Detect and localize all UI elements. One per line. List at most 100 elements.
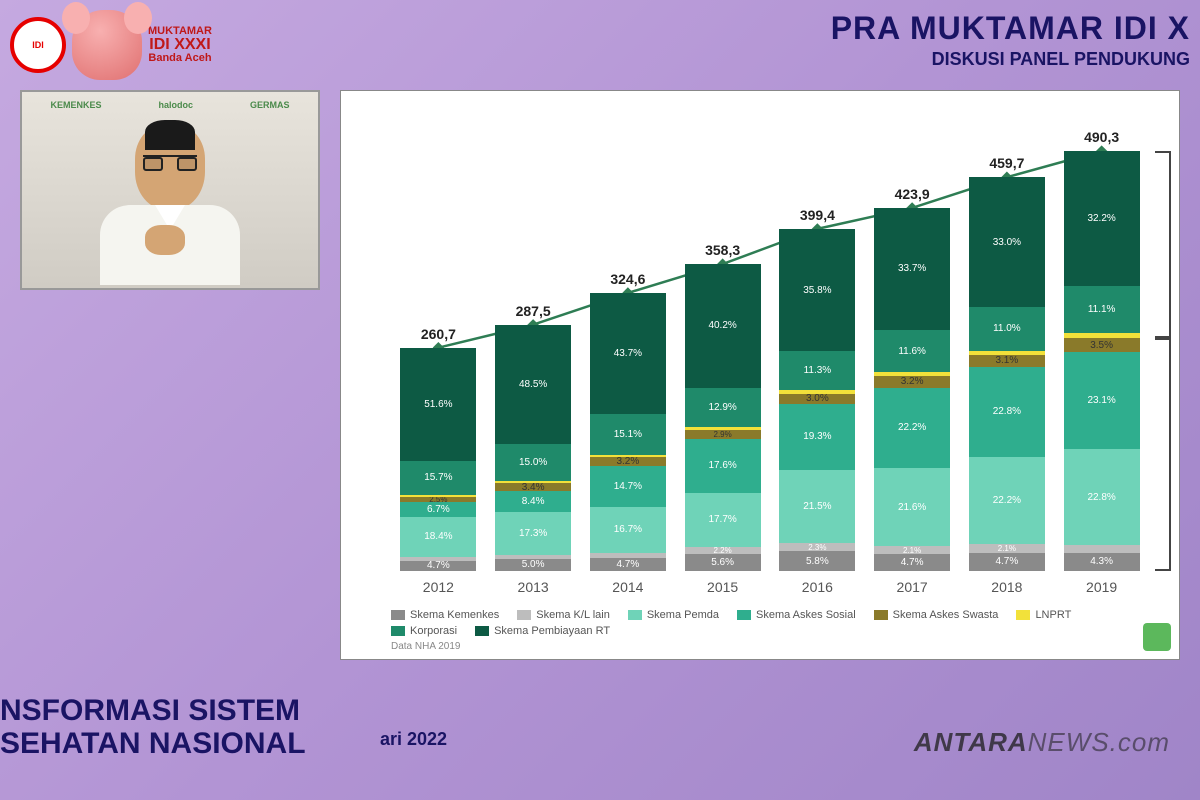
seg-askes_sosial: 14.7% bbox=[590, 466, 666, 507]
wm-suffix: .com bbox=[1110, 727, 1170, 757]
legend-item-askes_sosial: Skema Askes Sosial bbox=[737, 609, 856, 621]
seg-pemda: 16.7% bbox=[590, 507, 666, 553]
seg-askes_sosial: 17.6% bbox=[685, 439, 761, 493]
speaker-bg-logos: KEMENKES halodoc GERMAS bbox=[22, 100, 318, 110]
source-note: Data NHA 2019 bbox=[391, 641, 1149, 652]
seg-kemenkes: 4.7% bbox=[969, 553, 1045, 572]
seg-pemda: 18.4% bbox=[400, 517, 476, 557]
seg-askes_swasta: 3.2% bbox=[590, 457, 666, 466]
seg-kl_lain bbox=[1064, 545, 1140, 553]
seg-korporasi: 12.9% bbox=[685, 388, 761, 428]
seg-askes_sosial: 22.2% bbox=[874, 388, 950, 468]
seg-askes_swasta: 3.2% bbox=[874, 376, 950, 388]
logo-strip: IDI MUKTAMAR IDI XXXI Banda Aceh bbox=[10, 10, 212, 80]
seg-lnprt bbox=[779, 390, 855, 394]
seg-kemenkes: 4.7% bbox=[590, 558, 666, 571]
seg-askes_sosial: 6.7% bbox=[400, 502, 476, 517]
seg-pemda: 21.5% bbox=[779, 470, 855, 544]
glasses-icon bbox=[143, 155, 197, 169]
legend-item-lnprt: LNPRT bbox=[1016, 609, 1071, 621]
seg-korporasi: 15.0% bbox=[495, 444, 571, 481]
wm-a: ANTARA bbox=[914, 727, 1028, 757]
swatch-icon bbox=[628, 610, 642, 620]
seg-kl_lain: 2.3% bbox=[779, 543, 855, 551]
bar-2018: 459,74.7%2.1%22.2%22.8%3.1%11.0%33.0% bbox=[969, 177, 1045, 571]
swatch-icon bbox=[737, 610, 751, 620]
seg-kl_lain: 2.2% bbox=[685, 547, 761, 554]
seg-askes_swasta: 3.4% bbox=[495, 483, 571, 491]
bar-stack: 5.0% 17.3%8.4%3.4% 15.0%48.5% bbox=[495, 325, 571, 571]
bar-total-label: 287,5 bbox=[516, 303, 551, 319]
chart-plot-area: 260,74.7%18.4%6.7%2.5%15.7%51.6% 287,5 5.0… bbox=[391, 111, 1149, 571]
legend-label: Skema Pemda bbox=[647, 609, 719, 621]
bar-total-label: 260,7 bbox=[421, 326, 456, 342]
bg-logo-2: halodoc bbox=[158, 100, 193, 110]
legend-label: Skema Askes Swasta bbox=[893, 609, 999, 621]
bar-2014: 324,64.7%16.7%14.7%3.2%15.1%43.7% bbox=[590, 293, 666, 571]
seg-lnprt bbox=[874, 372, 950, 376]
seg-kemenkes: 5.0% bbox=[495, 559, 571, 571]
seg-lnprt bbox=[495, 481, 571, 483]
bar-stack: 5.8%2.3%21.5%19.3%3.0%11.3%35.8% bbox=[779, 229, 855, 571]
seg-pemda: 22.8% bbox=[1064, 449, 1140, 545]
seg-kl_lain: 2.1% bbox=[874, 546, 950, 554]
seg-pembiayaan_rt: 40.2% bbox=[685, 264, 761, 387]
bar-2012: 260,74.7%18.4%6.7%2.5%15.7%51.6% bbox=[400, 348, 476, 571]
bar-2016: 399,45.8%2.3%21.5%19.3%3.0%11.3%35.8% bbox=[779, 229, 855, 571]
elephant-mascot-icon bbox=[72, 10, 142, 80]
seg-korporasi: 11.6% bbox=[874, 330, 950, 372]
hand bbox=[145, 225, 185, 255]
seg-lnprt bbox=[969, 351, 1045, 355]
x-tick: 2012 bbox=[400, 579, 476, 595]
swatch-icon bbox=[391, 610, 405, 620]
presentation-title-l2: SEHATAN NASIONAL bbox=[0, 727, 306, 760]
presentation-title: NSFORMASI SISTEM SEHATAN NASIONAL bbox=[0, 694, 306, 760]
bar-stack: 4.7% 16.7%14.7%3.2%15.1%43.7% bbox=[590, 293, 666, 571]
video-frame: PRA MUKTAMAR IDI X DISKUSI PANEL PENDUKU… bbox=[0, 0, 1200, 800]
seg-korporasi: 15.1% bbox=[590, 414, 666, 456]
seg-pemda: 17.3% bbox=[495, 512, 571, 555]
head bbox=[135, 125, 205, 210]
bar-2015: 358,35.6%2.2%17.7%17.6%2.9%12.9%40.2% bbox=[685, 264, 761, 571]
badge-mid: IDI XXXI bbox=[148, 37, 212, 53]
bar-2013: 287,55.0%17.3%8.4%3.4%15.0%48.5% bbox=[495, 325, 571, 571]
swatch-icon bbox=[475, 626, 489, 636]
legend-label: Skema Kemenkes bbox=[410, 609, 499, 621]
chart-panel: 260,74.7%18.4%6.7%2.5%15.7%51.6% 287,5 5.0… bbox=[340, 90, 1180, 660]
seg-askes_swasta: 3.1% bbox=[969, 355, 1045, 367]
bar-stack: 4.3%22.8%23.1%3.5%11.1%32.2% bbox=[1064, 151, 1140, 571]
bar-total-label: 490,3 bbox=[1084, 129, 1119, 145]
bar-2019: 490,34.3%22.8%23.1%3.5%11.1%32.2% bbox=[1064, 151, 1140, 571]
bar-stack: 4.7%2.1%21.6%22.2%3.2%11.6%33.7% bbox=[874, 208, 950, 571]
swatch-icon bbox=[391, 626, 405, 636]
bg-logo-3: GERMAS bbox=[250, 100, 290, 110]
seg-kl_lain: 2.1% bbox=[969, 544, 1045, 552]
seg-pembiayaan_rt: 33.7% bbox=[874, 208, 950, 330]
seg-pembiayaan_rt: 48.5% bbox=[495, 325, 571, 444]
badge-sub: Banda Aceh bbox=[148, 53, 212, 64]
seg-askes_swasta: 2.5% bbox=[400, 497, 476, 503]
seg-askes_swasta: 3.0% bbox=[779, 394, 855, 404]
speaker-figure bbox=[100, 125, 240, 285]
legend-label: Korporasi bbox=[410, 625, 457, 637]
seg-pembiayaan_rt: 43.7% bbox=[590, 293, 666, 414]
seg-lnprt bbox=[1064, 333, 1140, 338]
seg-korporasi: 11.0% bbox=[969, 307, 1045, 350]
bar-total-label: 324,6 bbox=[610, 271, 645, 287]
hair bbox=[145, 120, 195, 150]
bar-total-label: 399,4 bbox=[800, 207, 835, 223]
legend-label: Skema Pembiayaan RT bbox=[494, 625, 610, 637]
legend-label: Skema K/L lain bbox=[536, 609, 610, 621]
seg-kl_lain bbox=[590, 553, 666, 558]
x-tick: 2015 bbox=[685, 579, 761, 595]
event-title-line1: PRA MUKTAMAR IDI X bbox=[831, 10, 1190, 47]
torso bbox=[100, 205, 240, 285]
seg-askes_sosial: 23.1% bbox=[1064, 352, 1140, 449]
bar-total-label: 423,9 bbox=[895, 186, 930, 202]
bracket-bottom bbox=[1155, 338, 1171, 571]
antaranews-watermark: ANTARANEWS.com bbox=[914, 727, 1170, 758]
swatch-icon bbox=[874, 610, 888, 620]
seg-kl_lain bbox=[495, 555, 571, 559]
seg-askes_sosial: 8.4% bbox=[495, 491, 571, 512]
seg-lnprt bbox=[590, 455, 666, 457]
